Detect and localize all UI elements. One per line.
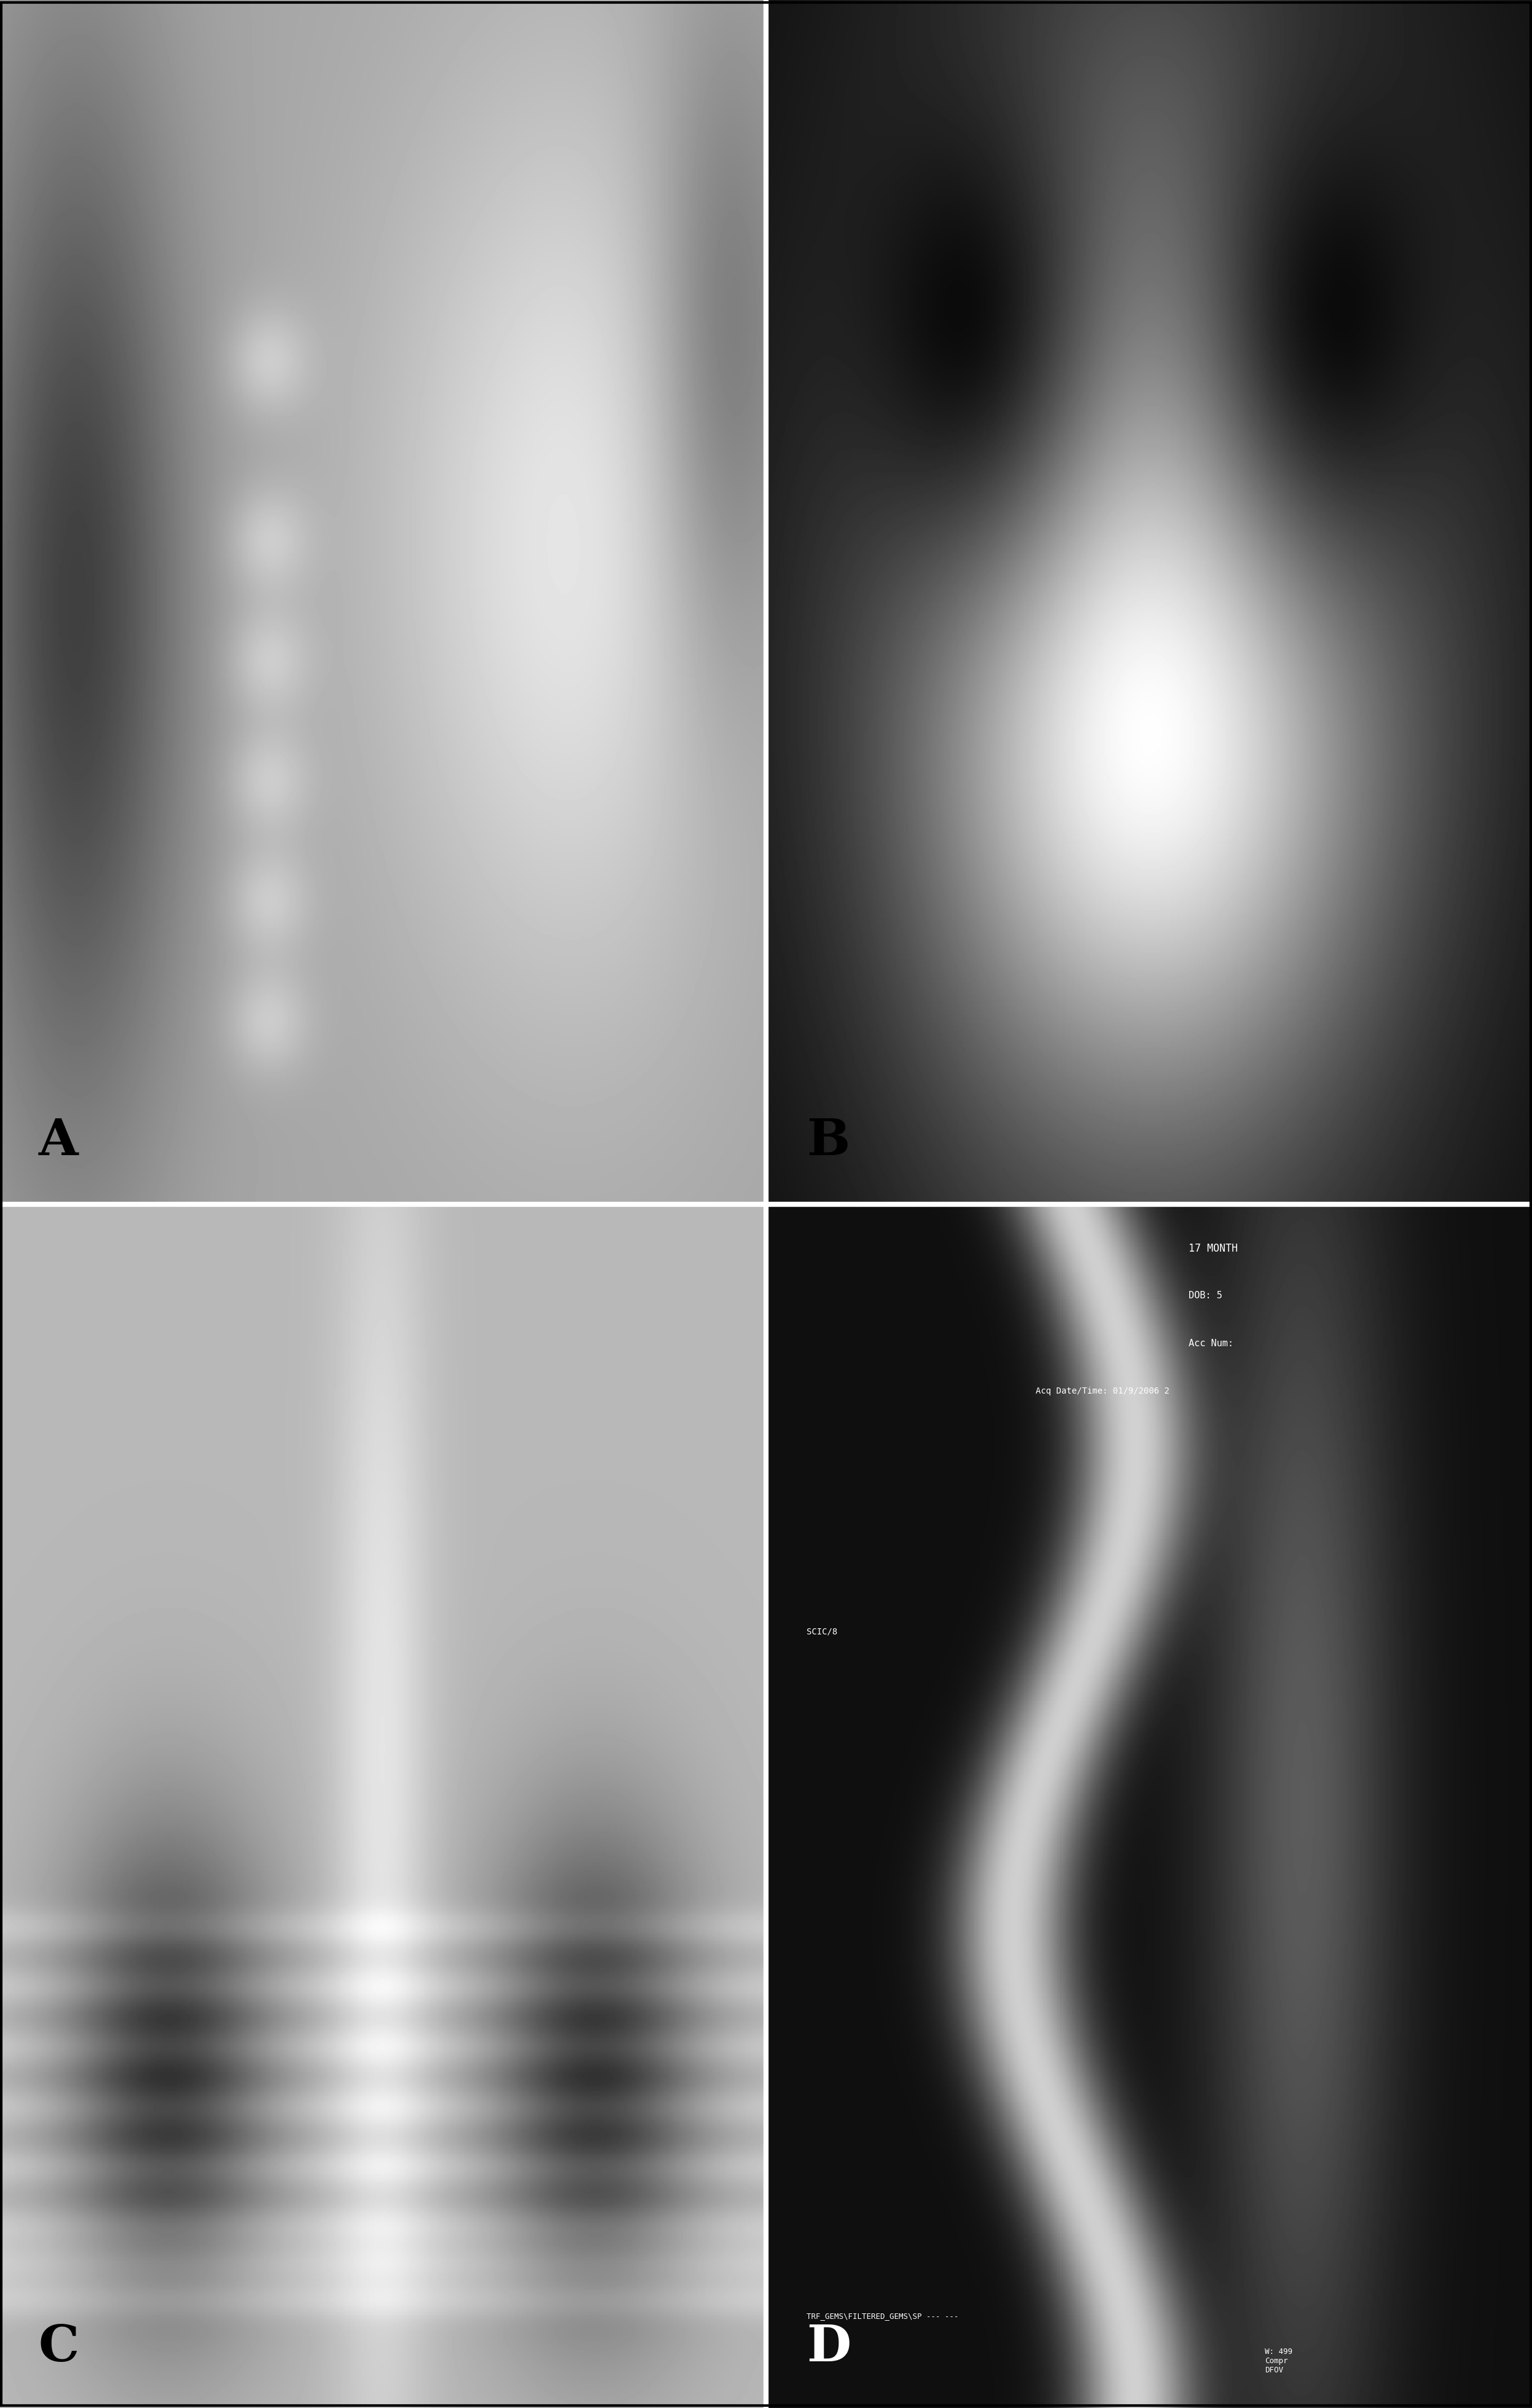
Text: C: C <box>38 2324 80 2372</box>
Text: D: D <box>807 2324 850 2372</box>
Text: 17 MONTH: 17 MONTH <box>1189 1243 1238 1255</box>
Text: Acc Num:: Acc Num: <box>1189 1339 1233 1348</box>
Text: TRF_GEMS\FILTERED_GEMS\SP --- ---: TRF_GEMS\FILTERED_GEMS\SP --- --- <box>807 2312 959 2319</box>
Text: DOB: 5: DOB: 5 <box>1189 1291 1223 1300</box>
Text: SCIC/8: SCIC/8 <box>807 1628 838 1635</box>
Text: B: B <box>807 1117 850 1165</box>
Text: A: A <box>38 1117 78 1165</box>
Text: W: 499
Compr
DFOV: W: 499 Compr DFOV <box>1265 2348 1293 2374</box>
Text: Acq Date/Time: 01/9/2006 2: Acq Date/Time: 01/9/2006 2 <box>1036 1387 1169 1397</box>
